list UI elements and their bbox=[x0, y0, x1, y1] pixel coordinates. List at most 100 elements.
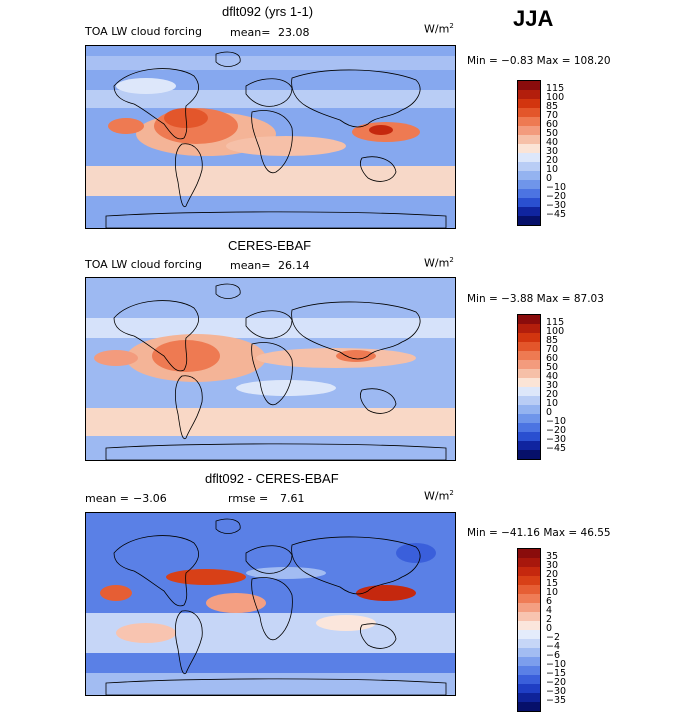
colorbar-segment bbox=[518, 342, 540, 351]
colorbar-segment bbox=[518, 153, 540, 162]
max-label: Max = bbox=[536, 293, 571, 305]
colorbar-tick-label: 30 bbox=[546, 560, 559, 571]
rmse-label: rmse = bbox=[228, 492, 269, 505]
colorbar-tick-label: 15 bbox=[546, 578, 559, 589]
colorbar-tick-label: 10 bbox=[546, 398, 559, 409]
colorbar-tick-label: 60 bbox=[546, 353, 559, 364]
colorbar bbox=[517, 548, 541, 712]
global-map bbox=[85, 512, 456, 696]
colorbar-tick-label: −6 bbox=[546, 650, 561, 661]
colorbar-tick-label: 115 bbox=[546, 317, 565, 328]
min-value: −3.88 bbox=[501, 293, 534, 305]
colorbar-tick-label: 10 bbox=[546, 587, 559, 598]
rmse-value: 7.61 bbox=[280, 492, 305, 505]
colorbar-tick-label: 4 bbox=[546, 605, 553, 616]
colorbar-tick-label: −35 bbox=[546, 695, 567, 706]
min-max-readout: Min = −41.16 Max = 46.55 bbox=[467, 527, 611, 539]
mean-value: 23.08 bbox=[278, 26, 310, 39]
colorbar-segment bbox=[518, 693, 540, 702]
colorbar-segment bbox=[518, 414, 540, 423]
map-field bbox=[86, 278, 455, 460]
colorbar-segment bbox=[518, 207, 540, 216]
panel-model: dflt092 (yrs 1-1) TOA LW cloud forcing m… bbox=[0, 0, 700, 230]
max-value: 87.03 bbox=[573, 293, 604, 305]
colorbar-segment bbox=[518, 594, 540, 603]
colorbar-tick-label: 20 bbox=[546, 155, 559, 166]
colorbar-segment bbox=[518, 675, 540, 684]
colorbar-segment bbox=[518, 612, 540, 621]
colorbar-segment bbox=[518, 117, 540, 126]
colorbar-segment bbox=[518, 171, 540, 180]
colorbar-segment bbox=[518, 360, 540, 369]
colorbar-segment bbox=[518, 315, 540, 324]
colorbar-tick-label: 0 bbox=[546, 407, 553, 418]
colorbar-segment bbox=[518, 126, 540, 135]
colorbar-segment bbox=[518, 216, 540, 225]
colorbar-tick-label: 0 bbox=[546, 173, 553, 184]
mean-label: mean= bbox=[230, 259, 271, 272]
colorbar-tick-label: 30 bbox=[546, 146, 559, 157]
colorbar-tick-label: −20 bbox=[546, 425, 567, 436]
colorbar-tick-label: 20 bbox=[546, 569, 559, 580]
min-max-readout: Min = −3.88 Max = 87.03 bbox=[467, 293, 604, 305]
colorbar-tick-label: −10 bbox=[546, 182, 567, 193]
colorbar-segment bbox=[518, 180, 540, 189]
colorbar-tick-label: 100 bbox=[546, 92, 565, 103]
colorbar-tick-label: 10 bbox=[546, 164, 559, 175]
min-max-readout: Min = −0.83 Max = 108.20 bbox=[467, 55, 611, 67]
colorbar-tick-label: 40 bbox=[546, 137, 559, 148]
units-label: W/m2 bbox=[424, 489, 454, 503]
min-value: −41.16 bbox=[501, 527, 540, 539]
colorbar-segment bbox=[518, 198, 540, 207]
colorbar-segment bbox=[518, 369, 540, 378]
colorbar-tick-label: −45 bbox=[546, 209, 567, 220]
colorbar-segment bbox=[518, 558, 540, 567]
panel-obs: CERES-EBAF TOA LW cloud forcing mean= 26… bbox=[0, 234, 700, 464]
colorbar-tick-label: −30 bbox=[546, 434, 567, 445]
colorbar-tick-label: 85 bbox=[546, 101, 559, 112]
colorbar-segment bbox=[518, 441, 540, 450]
colorbar-tick-label: 50 bbox=[546, 362, 559, 373]
max-label: Max = bbox=[543, 527, 578, 539]
global-map bbox=[85, 277, 456, 461]
colorbar-tick-label: 115 bbox=[546, 83, 565, 94]
colorbar-segment bbox=[518, 702, 540, 711]
colorbar-segment bbox=[518, 135, 540, 144]
colorbar-segment bbox=[518, 567, 540, 576]
map-field bbox=[86, 513, 455, 695]
diff-mean-label: mean = bbox=[85, 492, 129, 505]
colorbar-tick-label: 2 bbox=[546, 614, 553, 625]
colorbar-tick-label: −4 bbox=[546, 641, 561, 652]
colorbar-segment bbox=[518, 333, 540, 342]
colorbar-segment bbox=[518, 90, 540, 99]
colorbar-segment bbox=[518, 99, 540, 108]
mean-value: 26.14 bbox=[278, 259, 310, 272]
colorbar-tick-label: 6 bbox=[546, 596, 553, 607]
colorbar-segment bbox=[518, 387, 540, 396]
colorbar-segment bbox=[518, 405, 540, 414]
colorbar-segment bbox=[518, 108, 540, 117]
panel-title: CERES-EBAF bbox=[228, 238, 312, 253]
colorbar-segment bbox=[518, 423, 540, 432]
colorbar-tick-label: −20 bbox=[546, 191, 567, 202]
colorbar-segment bbox=[518, 144, 540, 153]
global-map bbox=[85, 45, 456, 229]
colorbar-tick-label: 35 bbox=[546, 551, 559, 562]
colorbar-tick-label: 40 bbox=[546, 371, 559, 382]
colorbar-segment bbox=[518, 396, 540, 405]
colorbar-segment bbox=[518, 450, 540, 459]
min-label: Min = bbox=[467, 527, 498, 539]
colorbar-segment bbox=[518, 630, 540, 639]
max-label: Max = bbox=[536, 55, 571, 67]
colorbar-tick-label: −10 bbox=[546, 659, 567, 670]
colorbar-tick-label: 70 bbox=[546, 110, 559, 121]
field-label: TOA LW cloud forcing bbox=[85, 258, 202, 271]
colorbar bbox=[517, 314, 541, 460]
colorbar-tick-label: 60 bbox=[546, 119, 559, 130]
mean-label: mean= bbox=[230, 26, 271, 39]
colorbar-segment bbox=[518, 657, 540, 666]
colorbar bbox=[517, 80, 541, 226]
colorbar-tick-label: −30 bbox=[546, 200, 567, 211]
colorbar-segment bbox=[518, 324, 540, 333]
colorbar-segment bbox=[518, 81, 540, 90]
